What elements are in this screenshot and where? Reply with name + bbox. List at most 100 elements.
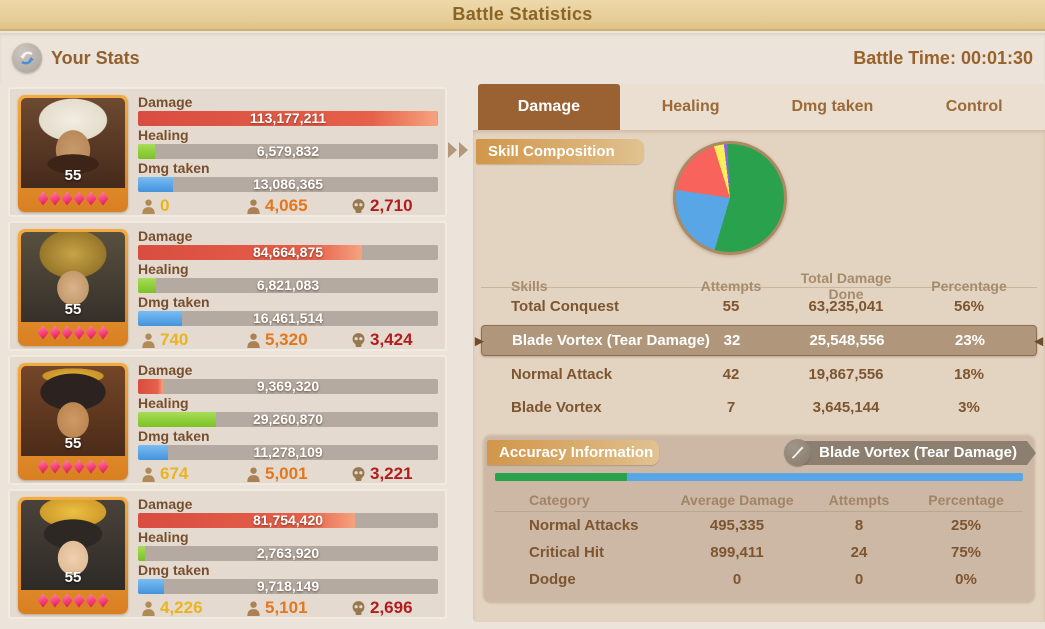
dead-skull-icon [352,332,365,347]
tab-bar: Damage Healing Dmg taken Control [478,84,1045,130]
hero-portrait-image [21,98,125,188]
skill-name: Normal Attack [511,366,613,383]
damage-bar: 113,177,211 [138,111,438,126]
col-attempts: Attempts [700,278,762,294]
skill-table: Skills Attempts Total Damage Done Percen… [475,270,1043,424]
damage-panel: Skill Composition Skills Attempts Total … [473,130,1045,622]
accuracy-ratio-bar [495,473,1023,481]
damage-label: Damage [138,362,193,378]
skill-percentage: 23% [954,332,986,349]
percentage: 75% [950,544,982,561]
skill-percentage: 3% [958,399,980,416]
skill-name: Blade Vortex [511,399,602,416]
tab-dmg-taken[interactable]: Dmg taken [762,84,904,130]
tab-healing[interactable]: Healing [620,84,762,130]
hero-portrait: 55 [18,497,128,614]
swap-stats-button[interactable] [12,43,42,73]
skill-table-header: Skills Attempts Total Damage Done Percen… [481,270,1037,302]
slightly-wounded-value: 0 [160,196,170,215]
damage-value: 9,369,320 [256,379,320,394]
tab-control[interactable]: Control [903,84,1045,130]
skill-row[interactable]: Total Conquest 55 63,235,041 56% [481,290,1037,323]
average-damage: 495,335 [709,517,765,534]
hero-card[interactable]: 55 Damage 84,664,875 Healing 6,821,083 D… [8,221,447,351]
dmg-taken-value: 16,461,514 [252,311,324,326]
healing-bar: 6,821,083 [138,278,438,293]
skill-percentage: 56% [953,298,985,315]
slightly-wounded-icon [142,600,155,616]
col-percentage: Percentage [931,278,1007,294]
damage-bar: 81,754,420 [138,513,438,528]
skill-name: Blade Vortex (Tear Damage) [512,332,710,349]
hero-stat-bars: Damage 81,754,420 Healing 2,763,920 Dmg … [138,496,438,620]
skill-row[interactable]: Blade Vortex 7 3,645,144 3% [481,391,1037,424]
healing-bar: 6,579,832 [138,144,438,159]
hero-list: 55 Damage 113,177,211 Healing 6,579,832 … [8,87,447,619]
skill-row[interactable]: Normal Attack 42 19,867,556 18% [481,358,1037,391]
hero-portrait-image [21,232,125,322]
your-stats-label: Your Stats [51,47,140,68]
skill-row-selected[interactable]: ▶ Blade Vortex (Tear Damage) 32 25,548,5… [475,325,1043,356]
skill-pie-chart [673,141,787,255]
hero-level: 55 [64,435,82,452]
hero-stat-bars: Damage 9,369,320 Healing 29,260,870 Dmg … [138,362,438,486]
tab-damage[interactable]: Damage [478,84,620,130]
dmg-taken-bar: 13,086,365 [138,177,438,192]
col-total-damage: Total Damage Done [800,270,892,302]
skill-name: Total Conquest [511,298,620,315]
healing-value: 6,821,083 [256,278,320,293]
sword-icon [784,439,812,466]
troop-loss-row: 674 5,001 3,221 [138,462,438,486]
hero-portrait-image [21,500,125,590]
severely-wounded-icon [247,198,260,214]
hero-card[interactable]: 55 Damage 113,177,211 Healing 6,579,832 … [8,87,447,217]
hero-stat-bars: Damage 113,177,211 Healing 6,579,832 Dmg… [138,94,438,218]
skill-damage: 63,235,041 [808,298,884,315]
troop-loss-row: 0 4,065 2,710 [138,194,438,218]
damage-label: Damage [138,228,193,244]
dmg-taken-label: Dmg taken [138,562,210,578]
hero-card[interactable]: 55 Damage 81,754,420 Healing 2,763,920 D… [8,489,447,619]
dmg-taken-value: 11,278,109 [253,445,323,460]
selection-arrow-right-icon: ◀ [1034,335,1043,347]
accuracy-table-header: Category Average Damage Attempts Percent… [495,488,1023,512]
dead-value: 2,696 [370,598,413,617]
attempts: 24 [850,544,868,561]
titlebar: Battle Statistics [0,0,1045,31]
percentage: 25% [950,517,982,534]
healing-value: 6,579,832 [256,144,320,159]
col-category: Category [529,491,590,508]
damage-label: Damage [138,496,193,512]
accuracy-table: Category Average Damage Attempts Percent… [495,488,1023,593]
damage-value: 113,177,211 [249,111,327,126]
category-name: Normal Attacks [529,517,639,534]
severely-wounded-value: 5,001 [265,464,308,483]
healing-value: 29,260,870 [252,412,324,427]
skill-attempts: 55 [722,298,740,315]
accuracy-row: Dodge 0 0 0% [495,566,1023,593]
page-title: Battle Statistics [452,4,593,24]
skill-attempts: 7 [726,399,736,416]
hero-portrait-image [21,366,125,456]
damage-bar: 84,664,875 [138,245,438,260]
subheader: Your Stats Battle Time: 00:01:30 [0,33,1045,83]
skill-attempts: 42 [722,366,740,383]
accuracy-row: Critical Hit 899,411 24 75% [495,539,1023,566]
troop-loss-row: 4,226 5,101 2,696 [138,596,438,620]
dmg-taken-bar: 11,278,109 [138,445,438,460]
dmg-taken-value: 9,718,149 [256,579,320,594]
hero-card[interactable]: 55 Damage 9,369,320 Healing 29,260,870 D… [8,355,447,485]
slightly-wounded-value: 674 [160,464,189,483]
double-chevron-right-icon [448,142,468,158]
hero-portrait: 55 [18,95,128,212]
accuracy-panel: Accuracy Information Blade Vortex (Tear … [483,434,1036,602]
slightly-wounded-icon [142,332,155,348]
attempts: 8 [854,517,864,534]
average-damage: 899,411 [710,544,764,561]
dead-skull-icon [352,600,365,615]
average-damage: 0 [732,571,742,588]
selected-skill-pill: Blade Vortex (Tear Damage) [784,439,1036,466]
col-attempts: Attempts [828,491,890,508]
healing-bar: 2,763,920 [138,546,438,561]
